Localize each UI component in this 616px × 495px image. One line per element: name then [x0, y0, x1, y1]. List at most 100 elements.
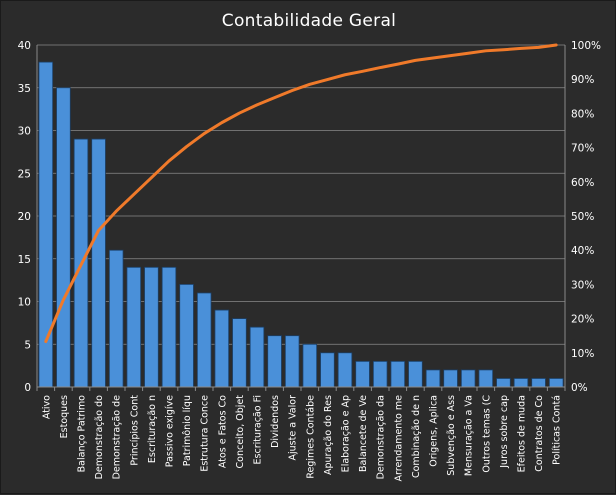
- category-label: Apuração do Res: [323, 395, 334, 475]
- bar-19: [355, 360, 370, 388]
- bar-10: [196, 292, 212, 388]
- category-label: Juros sobre cap: [499, 395, 510, 469]
- left-tick-label: 5: [24, 339, 31, 351]
- left-tick-label: 25: [18, 168, 31, 180]
- category-label: Outros temas (C: [481, 395, 492, 473]
- category-label: Atos e Fatos Co: [217, 395, 228, 468]
- category-label: Princípios Cont: [129, 395, 140, 466]
- bar-20: [372, 360, 388, 388]
- bar-26: [478, 369, 494, 388]
- bar-22: [408, 360, 423, 388]
- bar-25: [460, 369, 476, 388]
- right-tick-label: 30%: [571, 279, 594, 291]
- line-point-27: [502, 48, 505, 51]
- line-point-23: [431, 56, 435, 60]
- line-point-28: [519, 47, 523, 50]
- chart-title: Contabilidade Geral: [222, 11, 396, 31]
- left-tick-label: 15: [18, 254, 31, 266]
- line-point-5: [115, 210, 118, 213]
- right-axis-ticks: 0% 10% 20% 30% 40% 50% 60% 70% 80% 90% 100%: [571, 40, 601, 394]
- line-point-16: [308, 83, 311, 86]
- line-point-10: [203, 132, 206, 135]
- bar-18: [337, 352, 353, 388]
- right-tick-label: 10%: [571, 348, 594, 360]
- left-tick-label: 20: [18, 211, 31, 223]
- right-tick-label: 20%: [571, 314, 594, 326]
- category-label: Arrendamento me: [393, 395, 404, 482]
- bar-13: [249, 326, 265, 388]
- line-point-29: [537, 46, 540, 49]
- line-point-30: [555, 43, 558, 47]
- bar-29: [531, 378, 546, 388]
- category-label: Ativo: [41, 395, 52, 419]
- bar-17: [320, 352, 335, 388]
- line-point-7: [150, 176, 153, 179]
- category-label: Patrimônio líqu: [182, 395, 193, 466]
- bar-8: [161, 266, 177, 388]
- category-label: Conceito, Objet: [235, 395, 246, 469]
- bars: [38, 61, 564, 388]
- left-tick-label: 35: [18, 83, 31, 95]
- bar-27: [496, 378, 511, 388]
- category-label: Contratos de Co: [534, 395, 545, 472]
- bar-24: [443, 369, 458, 388]
- right-tick-label: 90%: [571, 74, 594, 86]
- line-point-14: [273, 96, 276, 99]
- line-point-13: [255, 103, 259, 107]
- category-label: Passivo exigíve: [165, 395, 176, 467]
- category-label: Escrituração n: [147, 395, 158, 463]
- right-tick-label: 0%: [571, 382, 588, 394]
- right-tick-label: 60%: [571, 177, 594, 189]
- category-labels: Ativo Estoques Balanço Patrimo Demonstração…: [41, 395, 562, 482]
- category-label: Políticas Contá: [552, 395, 563, 465]
- category-label: Regimes Contábe: [305, 395, 316, 479]
- line-point-15: [291, 89, 294, 92]
- category-label: Estoques: [59, 395, 70, 438]
- line-point-21: [396, 62, 399, 66]
- left-tick-label: 0: [24, 382, 31, 394]
- right-tick-label: 70%: [571, 143, 594, 155]
- bar-16: [302, 343, 318, 388]
- bar-4: [91, 138, 106, 388]
- line-point-6: [132, 193, 135, 196]
- bar-30: [548, 378, 564, 388]
- axes: [36, 45, 566, 391]
- bar-6: [126, 266, 142, 388]
- line-point-26: [484, 49, 487, 53]
- category-label: Ajuste a Valor: [288, 395, 299, 461]
- bar-23: [425, 369, 441, 388]
- line-point-18: [343, 73, 347, 76]
- left-tick-label: 30: [18, 126, 31, 138]
- category-label: Demonstração de: [112, 395, 123, 480]
- category-label: Dividendos: [270, 395, 281, 448]
- grid-lines: [37, 44, 565, 345]
- line-point-9: [185, 145, 188, 148]
- category-label: Balanço Patrimo: [77, 395, 88, 473]
- category-label: Estrutura Conce: [200, 395, 211, 472]
- bar-28: [513, 378, 529, 388]
- left-tick-label: 40: [18, 40, 31, 52]
- cumulative-line: [44, 43, 558, 344]
- line-point-1: [44, 340, 47, 343]
- bar-14: [267, 335, 282, 388]
- bar-2: [56, 87, 71, 388]
- line-point-20: [379, 66, 382, 69]
- line-point-4: [97, 229, 100, 232]
- bar-9: [179, 283, 194, 388]
- bar-12: [232, 318, 247, 388]
- line-point-19: [361, 70, 364, 73]
- category-label: Origens, Aplica: [429, 395, 440, 467]
- cumulative-percent-line: [44, 43, 558, 344]
- right-tick-label: 100%: [571, 40, 601, 52]
- category-label: Balancete de Ve: [358, 395, 369, 472]
- line-point-24: [449, 54, 452, 57]
- line-point-22: [414, 59, 417, 62]
- line-point-11: [220, 121, 223, 124]
- category-label: Demonstração do: [94, 395, 105, 480]
- line-point-2: [62, 298, 65, 301]
- bar-5: [108, 249, 124, 388]
- category-label: Mensuração a Va: [464, 395, 475, 476]
- bar-7: [144, 266, 159, 388]
- category-label: Efeitos de muda: [517, 395, 528, 472]
